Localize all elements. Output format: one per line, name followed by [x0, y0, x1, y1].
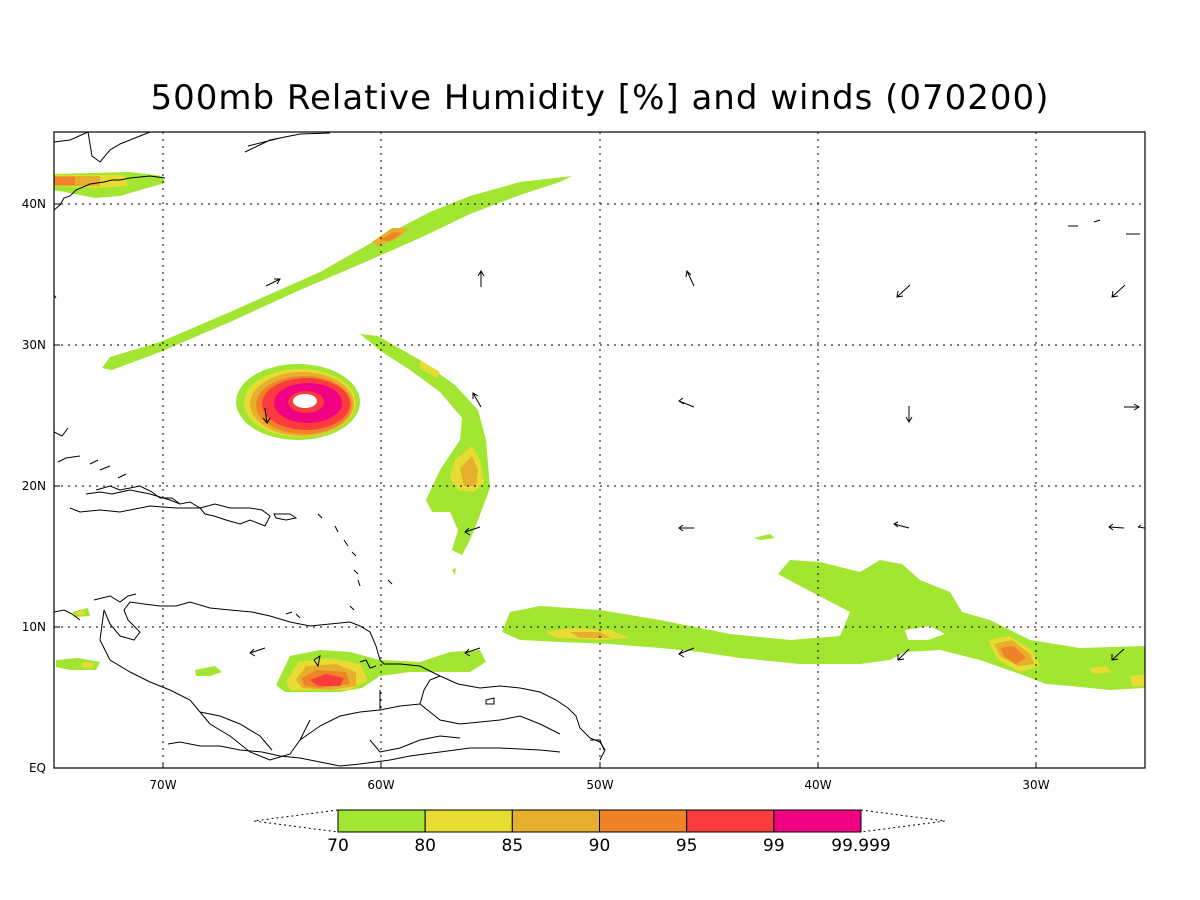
- lat-label: 40N: [22, 197, 46, 211]
- colorbar-swatch: [599, 809, 688, 833]
- wind-arrow: [905, 406, 913, 423]
- colorbar-swatch: [337, 809, 426, 833]
- wind-arrow: [678, 647, 695, 658]
- lat-label: 20N: [22, 479, 46, 493]
- lat-label: 30N: [22, 338, 46, 352]
- colorbar-right-extension: [860, 809, 946, 833]
- wind-arrow: [464, 647, 481, 657]
- wind-arrow: [1111, 648, 1125, 661]
- wind-arrow: [896, 284, 911, 298]
- wind-arrow: [249, 647, 266, 657]
- grid-lines: [54, 132, 1145, 768]
- wind-arrow: [472, 392, 482, 408]
- plot-area: [54, 132, 1145, 768]
- wind-arrow: [262, 407, 271, 424]
- humidity-fields: [54, 172, 1145, 692]
- latitude-labels: 40N 30N 20N 10N EQ: [22, 197, 46, 775]
- lon-label: 50W: [586, 778, 613, 792]
- lon-label: 70W: [149, 778, 176, 792]
- longitude-labels: 70W 60W 50W 40W 30W: [149, 778, 1049, 792]
- wind-arrow: [685, 269, 695, 287]
- wind-arrow: [678, 397, 695, 408]
- colorbar-swatch: [686, 809, 775, 833]
- wind-arrow: [893, 521, 910, 529]
- wind-arrow: [1108, 523, 1125, 531]
- lat-label: EQ: [29, 761, 46, 775]
- colorbar-label: 85: [502, 836, 524, 856]
- colorbar-label: 70: [327, 836, 349, 856]
- wind-arrow: [1124, 403, 1140, 411]
- colorbar-label: 99: [763, 836, 785, 856]
- lat-label: 10N: [22, 620, 46, 634]
- lon-label: 30W: [1022, 778, 1049, 792]
- coastlines: [54, 132, 1140, 767]
- wind-arrow: [678, 524, 694, 532]
- lon-label: 40W: [804, 778, 831, 792]
- colorbar-label: 99.999: [831, 836, 890, 856]
- humidity-region-northeast: [54, 172, 165, 198]
- humidity-hurricane: [236, 364, 360, 440]
- humidity-band-diagonal: [102, 176, 572, 370]
- wind-arrow: [265, 278, 281, 287]
- colorbar-swatch: [424, 809, 513, 833]
- map-title: 500mb Relative Humidity [%] and winds (0…: [150, 78, 1050, 118]
- colorbar-left-extension: [253, 809, 339, 833]
- lon-label: 60W: [367, 778, 394, 792]
- colorbar-swatch: [773, 809, 862, 833]
- wind-arrow: [477, 270, 485, 287]
- wind-arrow: [897, 648, 910, 661]
- wind-arrow: [1111, 284, 1126, 298]
- tick-marks: [54, 203, 1037, 768]
- wind-arrow: [464, 526, 481, 536]
- humidity-band-curved: [360, 334, 490, 555]
- wind-vectors: [249, 269, 1145, 661]
- colorbar-label: 95: [676, 836, 698, 856]
- colorbar: 70 80 85 90 95 99 99.999: [253, 809, 946, 856]
- colorbar-label: 80: [414, 836, 436, 856]
- humidity-band-tropical: [502, 560, 1145, 690]
- colorbar-swatch: [511, 809, 600, 833]
- colorbar-label: 90: [589, 836, 611, 856]
- wind-arrow: [1137, 524, 1145, 529]
